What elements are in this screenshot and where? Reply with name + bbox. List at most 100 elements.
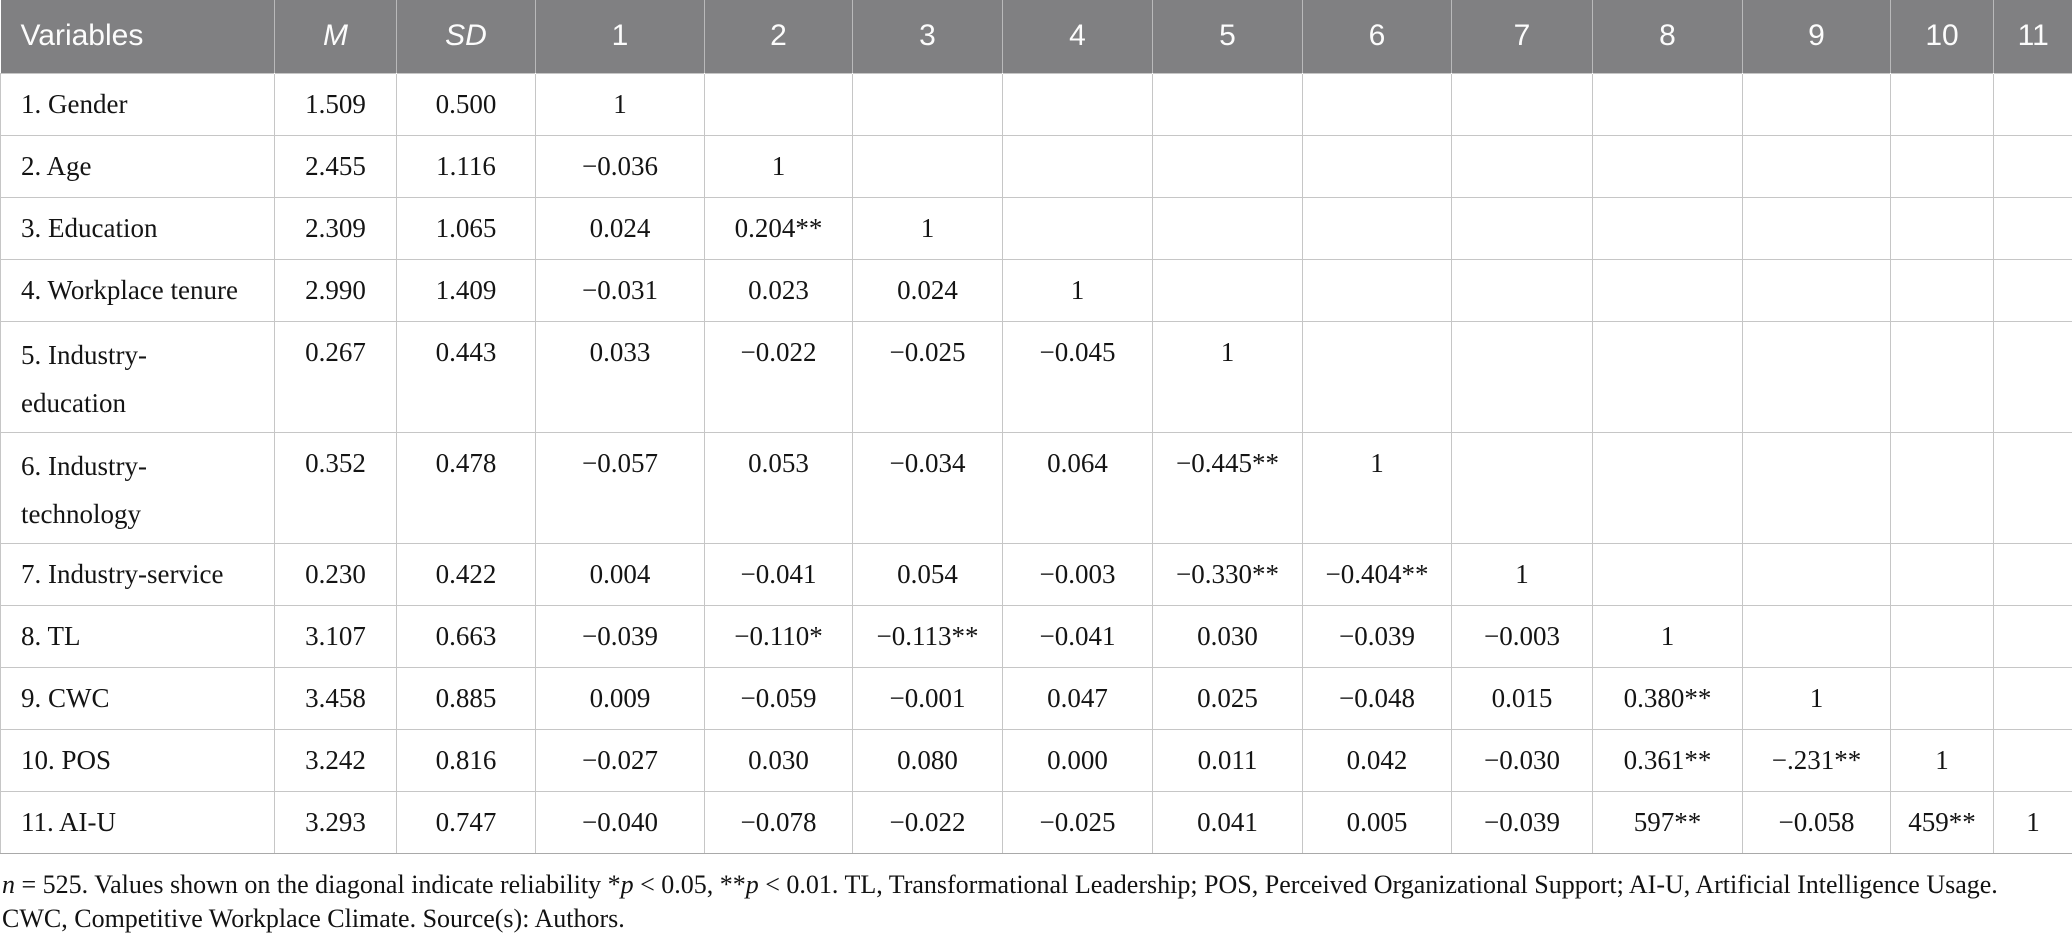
header-row: Variables M SD 1 2 3 4 5 6 7 8 9 10 11 — [0, 0, 2072, 73]
corr-cell: 0.005 — [1302, 790, 1452, 854]
sd-value: 0.422 — [396, 542, 536, 606]
corr-cell — [1592, 320, 1743, 433]
corr-cell: −0.059 — [704, 666, 853, 730]
corr-cell — [1993, 666, 2072, 730]
corr-cell: −0.078 — [704, 790, 853, 854]
corr-cell — [852, 72, 1003, 136]
corr-cell: 0.054 — [852, 542, 1003, 606]
corr-cell: −0.113** — [852, 604, 1003, 668]
header-col-2: 2 — [704, 0, 853, 73]
corr-cell: 1 — [1592, 604, 1743, 668]
corr-cell — [1890, 320, 1994, 433]
corr-cell — [1742, 72, 1891, 136]
corr-cell: 0.025 — [1152, 666, 1303, 730]
corr-cell — [1302, 320, 1452, 433]
sd-value: 0.816 — [396, 728, 536, 792]
corr-cell: −0.003 — [1002, 542, 1153, 606]
mean-value: 2.990 — [274, 258, 397, 322]
corr-cell — [1451, 431, 1593, 544]
corr-cell — [1302, 196, 1452, 260]
table-row: 6. Industry- technology 0.352 0.478 −0.057 0… — [0, 431, 2072, 544]
corr-cell — [1993, 72, 2072, 136]
corr-cell: 0.011 — [1152, 728, 1303, 792]
variable-label: 11. AI-U — [0, 790, 275, 854]
footnote-italic-part: p — [620, 869, 634, 899]
footnote-line-1: n = 525. Values shown on the diagonal in… — [2, 868, 2072, 902]
mean-value: 3.293 — [274, 790, 397, 854]
header-sd: SD — [396, 0, 536, 73]
corr-cell: −0.041 — [704, 542, 853, 606]
corr-cell: 459** — [1890, 790, 1994, 854]
corr-cell — [1451, 72, 1593, 136]
corr-cell: −0.110* — [704, 604, 853, 668]
corr-cell: 0.023 — [704, 258, 853, 322]
corr-cell: 1 — [535, 72, 705, 136]
table-row: 2. Age 2.455 1.116 −0.036 1 — [0, 134, 2072, 198]
corr-cell: −0.036 — [535, 134, 705, 198]
sd-value: 1.409 — [396, 258, 536, 322]
corr-cell — [704, 72, 853, 136]
corr-cell: −0.001 — [852, 666, 1003, 730]
mean-value: 2.309 — [274, 196, 397, 260]
table-footnote: n = 525. Values shown on the diagonal in… — [2, 868, 2072, 936]
corr-cell — [1993, 258, 2072, 322]
mean-value: 3.242 — [274, 728, 397, 792]
table-header: Variables M SD 1 2 3 4 5 6 7 8 9 10 11 — [0, 0, 2072, 73]
corr-cell — [1742, 196, 1891, 260]
variable-label: 9. CWC — [0, 666, 275, 730]
corr-cell: 0.033 — [535, 320, 705, 433]
corr-cell: 0.015 — [1451, 666, 1593, 730]
corr-cell — [1993, 134, 2072, 198]
footnote-text-part: < 0.05, ** — [633, 869, 746, 899]
corr-cell — [1890, 542, 1994, 606]
corr-cell: −0.330** — [1152, 542, 1303, 606]
variable-label: 8. TL — [0, 604, 275, 668]
corr-cell: 1 — [1890, 728, 1994, 792]
corr-cell — [1592, 134, 1743, 198]
corr-cell — [1890, 604, 1994, 668]
corr-cell — [1152, 258, 1303, 322]
corr-cell — [1890, 196, 1994, 260]
corr-cell: −0.025 — [1002, 790, 1153, 854]
table-row: 4. Workplace tenure 2.990 1.409 −0.031 0.023… — [0, 258, 2072, 322]
corr-cell — [1451, 134, 1593, 198]
corr-cell: 1 — [1302, 431, 1452, 544]
corr-cell: −0.031 — [535, 258, 705, 322]
sd-value: 0.663 — [396, 604, 536, 668]
corr-cell: −0.404** — [1302, 542, 1452, 606]
corr-cell: 0.064 — [1002, 431, 1153, 544]
corr-cell: −0.039 — [1302, 604, 1452, 668]
corr-cell: 0.204** — [704, 196, 853, 260]
variable-label: 10. POS — [0, 728, 275, 792]
corr-cell — [1890, 666, 1994, 730]
correlation-table: Variables M SD 1 2 3 4 5 6 7 8 9 10 11 1… — [0, 0, 2072, 854]
table-row: 7. Industry-service 0.230 0.422 0.004 −0.041… — [0, 542, 2072, 606]
header-col-8: 8 — [1592, 0, 1743, 73]
corr-cell: −0.040 — [535, 790, 705, 854]
corr-cell — [1993, 320, 2072, 433]
mean-value: 3.107 — [274, 604, 397, 668]
header-col-1: 1 — [535, 0, 705, 73]
corr-cell — [1451, 320, 1593, 433]
table-row: 9. CWC 3.458 0.885 0.009 −0.059 −0.001 0.047 0.… — [0, 666, 2072, 730]
corr-cell — [1592, 196, 1743, 260]
sd-value: 0.478 — [396, 431, 536, 544]
corr-cell: 597** — [1592, 790, 1743, 854]
corr-cell: 0.047 — [1002, 666, 1153, 730]
corr-cell: 1 — [1993, 790, 2072, 854]
corr-cell — [1890, 431, 1994, 544]
corr-cell: 0.004 — [535, 542, 705, 606]
table-body: 1. Gender 1.509 0.500 1 2. Age 2.455 1.116 −0.0… — [0, 72, 2072, 854]
corr-cell — [1002, 134, 1153, 198]
corr-cell: −0.030 — [1451, 728, 1593, 792]
sd-value: 1.065 — [396, 196, 536, 260]
table-row: 10. POS 3.242 0.816 −0.027 0.030 0.080 0.000 0.… — [0, 728, 2072, 792]
variable-label: 5. Industry- education — [0, 320, 275, 433]
corr-cell: −0.022 — [704, 320, 853, 433]
corr-cell — [1302, 134, 1452, 198]
corr-cell — [1742, 431, 1891, 544]
corr-cell: 0.009 — [535, 666, 705, 730]
corr-cell: 1 — [852, 196, 1003, 260]
corr-cell — [1742, 320, 1891, 433]
corr-cell — [1993, 196, 2072, 260]
